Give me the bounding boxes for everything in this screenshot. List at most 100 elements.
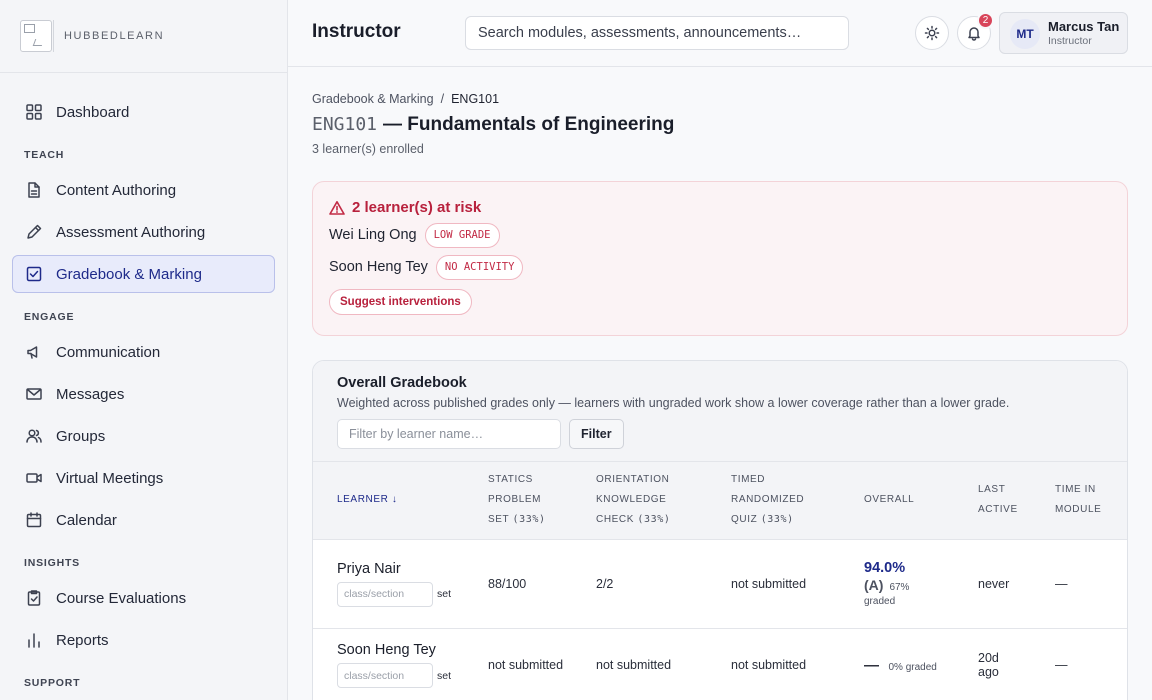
grid-icon bbox=[25, 103, 43, 121]
enrolled-count: 3 learner(s) enrolled bbox=[312, 142, 424, 156]
sidebar-item-label: Assessment Authoring bbox=[56, 223, 206, 241]
sidebar-item-content-authoring[interactable]: Content Authoring bbox=[12, 171, 275, 209]
time-in-module: — bbox=[1055, 539, 1127, 629]
column-header-statics: STATICS PROBLEM SET (33%) bbox=[488, 462, 596, 540]
statics-score: 88/100 bbox=[488, 539, 596, 629]
sidebar-item-dashboard[interactable]: Dashboard bbox=[12, 93, 275, 131]
sidebar-item-label: Virtual Meetings bbox=[56, 469, 164, 487]
column-header-timed-quiz: TIMED RANDOMIZED QUIZ (33%) bbox=[731, 462, 864, 540]
sidebar-item-label: Reports bbox=[56, 631, 109, 649]
gradebook-header: Overall Gradebook Weighted across publis… bbox=[313, 361, 1127, 462]
set-section-button[interactable]: set bbox=[437, 588, 452, 600]
learner-cell: Soon Heng Tey set bbox=[313, 628, 488, 700]
overall-cell: 94.0% (A) 67% graded bbox=[864, 539, 978, 629]
sidebar: HUBBEDLEARN Dashboard TEACH Content Auth… bbox=[0, 0, 288, 700]
at-risk-title: 2 learner(s) at risk bbox=[352, 199, 482, 216]
gradebook-panel: Overall Gradebook Weighted across publis… bbox=[312, 360, 1128, 700]
overall-letter-grade: (A) bbox=[864, 577, 884, 593]
sidebar-item-label: Communication bbox=[56, 343, 161, 361]
at-risk-learner-name: Soon Heng Tey bbox=[329, 259, 428, 275]
bell-icon bbox=[968, 27, 980, 41]
theme-toggle-button[interactable] bbox=[915, 16, 949, 50]
notification-badge: 2 bbox=[977, 12, 994, 29]
sidebar-item-label: Content Authoring bbox=[56, 181, 177, 199]
gradebook-description: Weighted across published grades only — … bbox=[337, 396, 1010, 410]
at-risk-heading: 2 learner(s) at risk bbox=[329, 199, 1111, 216]
users-icon bbox=[25, 427, 43, 445]
brand-name: HUBBEDLEARN bbox=[64, 30, 165, 42]
search-input[interactable] bbox=[465, 16, 849, 50]
section-editor: set bbox=[337, 581, 488, 607]
column-header-learner[interactable]: LEARNER ↓ bbox=[313, 462, 488, 540]
gradebook-title: Overall Gradebook bbox=[337, 375, 467, 391]
breadcrumb-separator: / bbox=[440, 92, 445, 106]
risk-tag: LOW GRADE bbox=[424, 222, 500, 248]
user-menu[interactable]: MT Marcus Tan Instructor bbox=[999, 12, 1128, 54]
gradebook-table: LEARNER ↓ STATICS PROBLEM SET (33%) ORIENT… bbox=[313, 462, 1127, 700]
section-input[interactable] bbox=[337, 663, 433, 688]
sidebar-item-messages[interactable]: Messages bbox=[12, 375, 275, 413]
orientation-score: not submitted bbox=[596, 628, 731, 700]
notifications-button[interactable]: 2 bbox=[957, 12, 994, 50]
overall-detail: (A) 67% bbox=[864, 577, 978, 593]
sidebar-item-course-evaluations[interactable]: Course Evaluations bbox=[12, 579, 275, 617]
breadcrumb: Gradebook & Marking / ENG101 bbox=[312, 92, 1128, 106]
column-header-orientation: ORIENTATION KNOWLEDGE CHECK (33%) bbox=[596, 462, 731, 540]
overall-dash: — bbox=[864, 656, 879, 674]
timed-quiz-score: not submitted bbox=[731, 539, 864, 629]
sidebar-item-label: Groups bbox=[56, 427, 106, 445]
calendar-icon bbox=[25, 511, 43, 529]
sidebar-item-label: Course Evaluations bbox=[56, 589, 187, 607]
sidebar-item-calendar[interactable]: Calendar bbox=[12, 501, 275, 539]
coverage-text: 0% graded bbox=[888, 661, 937, 673]
section-editor: set bbox=[337, 663, 488, 688]
section-input[interactable] bbox=[337, 581, 433, 607]
page-title: ENG101 — Fundamentals of Engineering bbox=[312, 114, 1128, 136]
checkbox-icon bbox=[25, 265, 43, 283]
megaphone-icon bbox=[25, 343, 43, 361]
table-row: Soon Heng Tey set not submitted not subm… bbox=[313, 628, 1127, 700]
sidebar-section-engage: ENGAGE bbox=[24, 311, 75, 323]
risk-tag: NO ACTIVITY bbox=[435, 254, 524, 280]
course-title: — Fundamentals of Engineering bbox=[383, 114, 675, 135]
sidebar-item-label: Calendar bbox=[56, 511, 117, 529]
column-header-overall: OVERALL bbox=[864, 462, 978, 540]
overall-cell: — 0% graded bbox=[864, 628, 978, 700]
brand-divider bbox=[53, 20, 54, 52]
sidebar-item-label: Messages bbox=[56, 385, 125, 403]
brand: HUBBEDLEARN bbox=[0, 0, 287, 73]
user-name: Marcus Tan bbox=[1048, 19, 1120, 34]
pencil-icon bbox=[25, 223, 43, 241]
breadcrumb-current: ENG101 bbox=[451, 92, 500, 106]
time-in-module: — bbox=[1055, 628, 1127, 700]
last-active: 20d ago bbox=[978, 628, 1055, 700]
sidebar-item-gradebook[interactable]: Gradebook & Marking bbox=[12, 255, 275, 293]
sidebar-section-teach: TEACH bbox=[24, 149, 65, 161]
video-icon bbox=[25, 469, 43, 487]
sidebar-item-virtual-meetings[interactable]: Virtual Meetings bbox=[12, 459, 275, 497]
sidebar-item-communication[interactable]: Communication bbox=[12, 333, 275, 371]
document-icon bbox=[25, 181, 43, 199]
suggest-interventions-button[interactable]: Suggest interventions bbox=[329, 289, 472, 315]
user-role: Instructor bbox=[1048, 35, 1092, 47]
mail-icon bbox=[25, 385, 43, 403]
sidebar-section-support: SUPPORT bbox=[24, 677, 81, 689]
course-code: ENG101 bbox=[312, 114, 378, 135]
learner-name[interactable]: Priya Nair bbox=[337, 560, 401, 577]
learner-filter-input[interactable] bbox=[337, 419, 561, 449]
set-section-button[interactable]: set bbox=[437, 669, 452, 682]
sidebar-item-assessment-authoring[interactable]: Assessment Authoring bbox=[12, 213, 275, 251]
sidebar-nav: Dashboard TEACH Content Authoring Assess… bbox=[0, 73, 287, 689]
at-risk-panel: 2 learner(s) at risk Wei Ling Ong LOW GR… bbox=[312, 181, 1128, 336]
coverage-label: graded bbox=[864, 596, 896, 607]
clipboard-check-icon bbox=[25, 589, 43, 607]
table-header-row: LEARNER ↓ STATICS PROBLEM SET (33%) ORIENT… bbox=[313, 462, 1127, 540]
brand-logo bbox=[20, 20, 52, 52]
sidebar-section-insights: INSIGHTS bbox=[24, 557, 80, 569]
sidebar-item-groups[interactable]: Groups bbox=[12, 417, 275, 455]
learner-name[interactable]: Soon Heng Tey bbox=[337, 642, 436, 658]
page-header-title: Instructor bbox=[312, 21, 401, 42]
breadcrumb-parent-link[interactable]: Gradebook & Marking bbox=[312, 92, 434, 106]
sidebar-item-reports[interactable]: Reports bbox=[12, 621, 275, 659]
filter-button[interactable]: Filter bbox=[569, 419, 624, 449]
